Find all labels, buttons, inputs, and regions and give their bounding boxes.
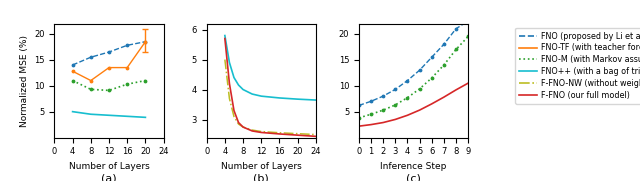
Title: (b): (b)	[253, 174, 269, 181]
X-axis label: Number of Layers: Number of Layers	[221, 162, 301, 171]
Title: (c): (c)	[406, 174, 421, 181]
X-axis label: Number of Layers: Number of Layers	[68, 162, 149, 171]
Title: (a): (a)	[101, 174, 117, 181]
X-axis label: Inference Step: Inference Step	[380, 162, 447, 171]
Legend: FNO (proposed by Li et al. [2021a]), FNO-TF (with teacher forcing), FNO-M (with : FNO (proposed by Li et al. [2021a]), FNO…	[515, 28, 640, 104]
Y-axis label: Normalized MSE (%): Normalized MSE (%)	[20, 35, 29, 127]
